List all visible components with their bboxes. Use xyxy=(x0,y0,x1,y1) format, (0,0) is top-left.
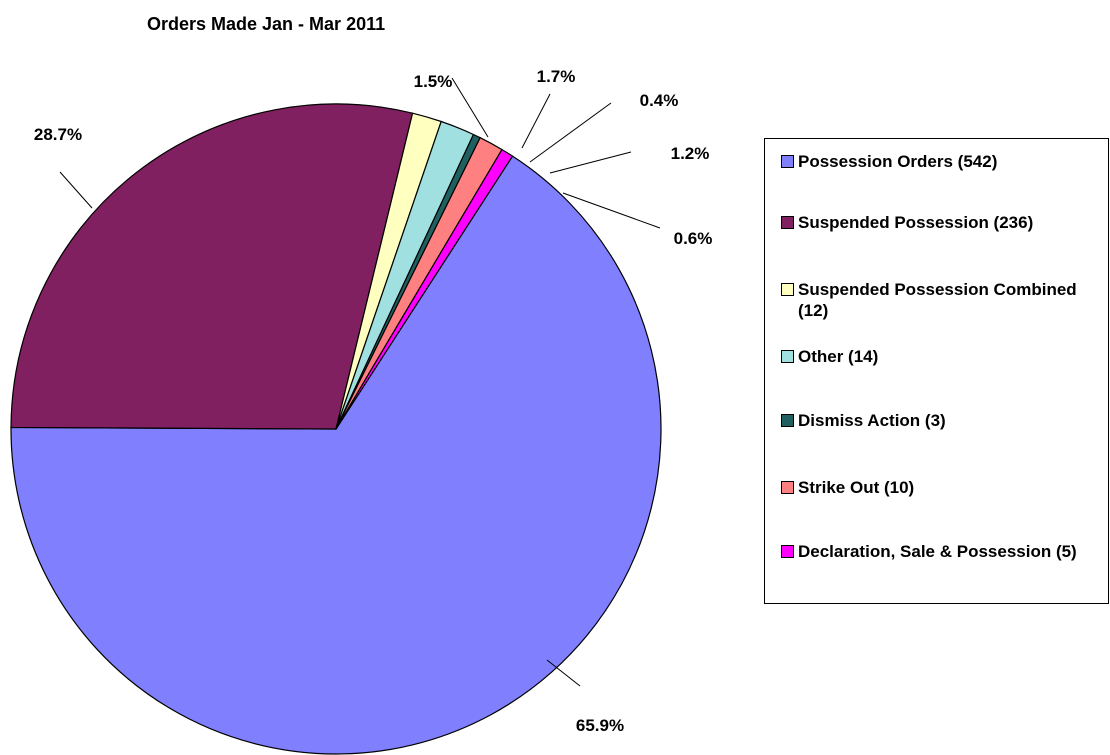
pie-slice-declaration-sale-possession xyxy=(335,148,514,430)
percent-label-other: 1.7% xyxy=(537,67,576,86)
percent-label-strike-out: 1.2% xyxy=(671,144,710,163)
legend: Possession Orders (542) Suspended Possess… xyxy=(764,138,1109,604)
percent-label-possession-orders: 65.9% xyxy=(576,716,624,735)
legend-label: Other (14) xyxy=(798,347,879,366)
leader-line-suspended-possession-combined xyxy=(451,77,489,138)
legend-label: Suspended Possession (236) xyxy=(798,213,1034,232)
legend-item-suspended-possession-combined: Suspended Possession Combined (12) xyxy=(781,279,1099,321)
legend-swatch xyxy=(781,414,794,427)
leader-lines xyxy=(59,77,661,687)
legend-label: Suspended Possession Combined (12) xyxy=(798,280,1077,320)
legend-item-declaration-sale-possession: Declaration, Sale & Possession (5) xyxy=(781,541,1099,562)
chart-title: Orders Made Jan - Mar 2011 xyxy=(147,14,385,34)
leader-line-possession-orders xyxy=(546,659,581,687)
legend-label: Declaration, Sale & Possession (5) xyxy=(798,542,1077,561)
legend-swatch xyxy=(781,155,794,168)
legend-label: Dismiss Action (3) xyxy=(798,411,946,430)
legend-item-dismiss-action: Dismiss Action (3) xyxy=(781,410,1099,431)
percent-label-dismiss-action: 0.4% xyxy=(640,91,679,110)
leader-line-declaration-sale-possession xyxy=(562,192,661,229)
legend-swatch xyxy=(781,481,794,494)
leader-line-strike-out xyxy=(549,151,632,174)
legend-item-possession-orders: Possession Orders (542) xyxy=(781,151,1099,172)
pie-slices xyxy=(10,103,662,755)
leader-line-dismiss-action xyxy=(529,102,612,163)
legend-swatch xyxy=(781,216,794,229)
percent-label-suspended-possession: 28.7% xyxy=(34,125,82,144)
pie-slice-possession-orders xyxy=(10,155,662,755)
legend-item-suspended-possession: Suspended Possession (236) xyxy=(781,212,1099,233)
percent-label-declaration-sale-possession: 0.6% xyxy=(674,229,713,248)
legend-label: Possession Orders (542) xyxy=(798,152,998,171)
pie-slice-suspended-possession xyxy=(10,103,414,430)
legend-label: Strike Out (10) xyxy=(798,478,915,497)
legend-item-strike-out: Strike Out (10) xyxy=(781,477,1099,498)
percent-label-suspended-possession-combined: 1.5% xyxy=(414,72,453,91)
legend-swatch xyxy=(781,545,794,558)
leader-line-other xyxy=(521,93,551,149)
legend-swatch xyxy=(781,350,794,363)
legend-item-other: Other (14) xyxy=(781,346,1099,367)
percent-labels: 65.9% 28.7% 1.5% 1.7% 0.4% 1.2% 0.6% xyxy=(34,67,712,735)
leader-line-suspended-possession xyxy=(59,171,93,209)
legend-swatch xyxy=(781,283,794,296)
